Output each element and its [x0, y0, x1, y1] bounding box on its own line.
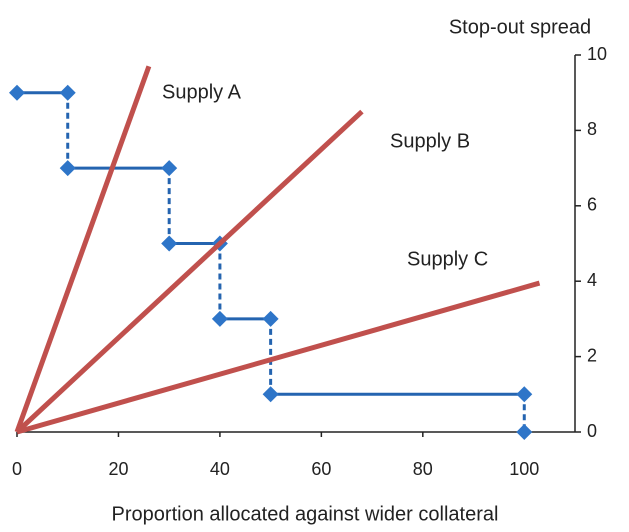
y-tick-label: 8 — [587, 119, 597, 139]
demand-marker — [161, 235, 178, 252]
demand-marker — [9, 84, 25, 101]
demand-marker — [59, 160, 76, 177]
x-tick-label: 0 — [12, 459, 22, 479]
x-tick-label: 80 — [413, 459, 433, 479]
demand-marker — [516, 424, 533, 440]
x-tick-label: 40 — [210, 459, 230, 479]
y-tick-label: 6 — [587, 195, 597, 215]
y-tick-label: 0 — [587, 421, 597, 441]
x-tick-label: 20 — [108, 459, 128, 479]
demand-marker — [161, 160, 178, 177]
supply-line — [16, 280, 541, 435]
supply-label: Supply B — [390, 130, 470, 152]
y-axis-label: Stop-out spread — [449, 16, 591, 38]
x-tick-label: 60 — [311, 459, 331, 479]
x-axis-label: Proportion allocated against wider colla… — [112, 503, 499, 525]
demand-marker — [59, 84, 76, 101]
demand-marker — [262, 310, 279, 327]
demand-marker — [211, 310, 228, 327]
demand-marker — [516, 386, 533, 403]
y-tick-label: 2 — [587, 345, 597, 365]
supply-line — [15, 109, 364, 434]
supply-label: Supply A — [162, 81, 242, 103]
supply-label: Supply C — [407, 248, 488, 270]
y-tick-label: 10 — [587, 44, 607, 64]
x-tick-label: 100 — [509, 459, 539, 479]
y-tick-label: 4 — [587, 270, 597, 290]
demand-marker — [262, 386, 279, 403]
supply-line — [14, 65, 152, 433]
